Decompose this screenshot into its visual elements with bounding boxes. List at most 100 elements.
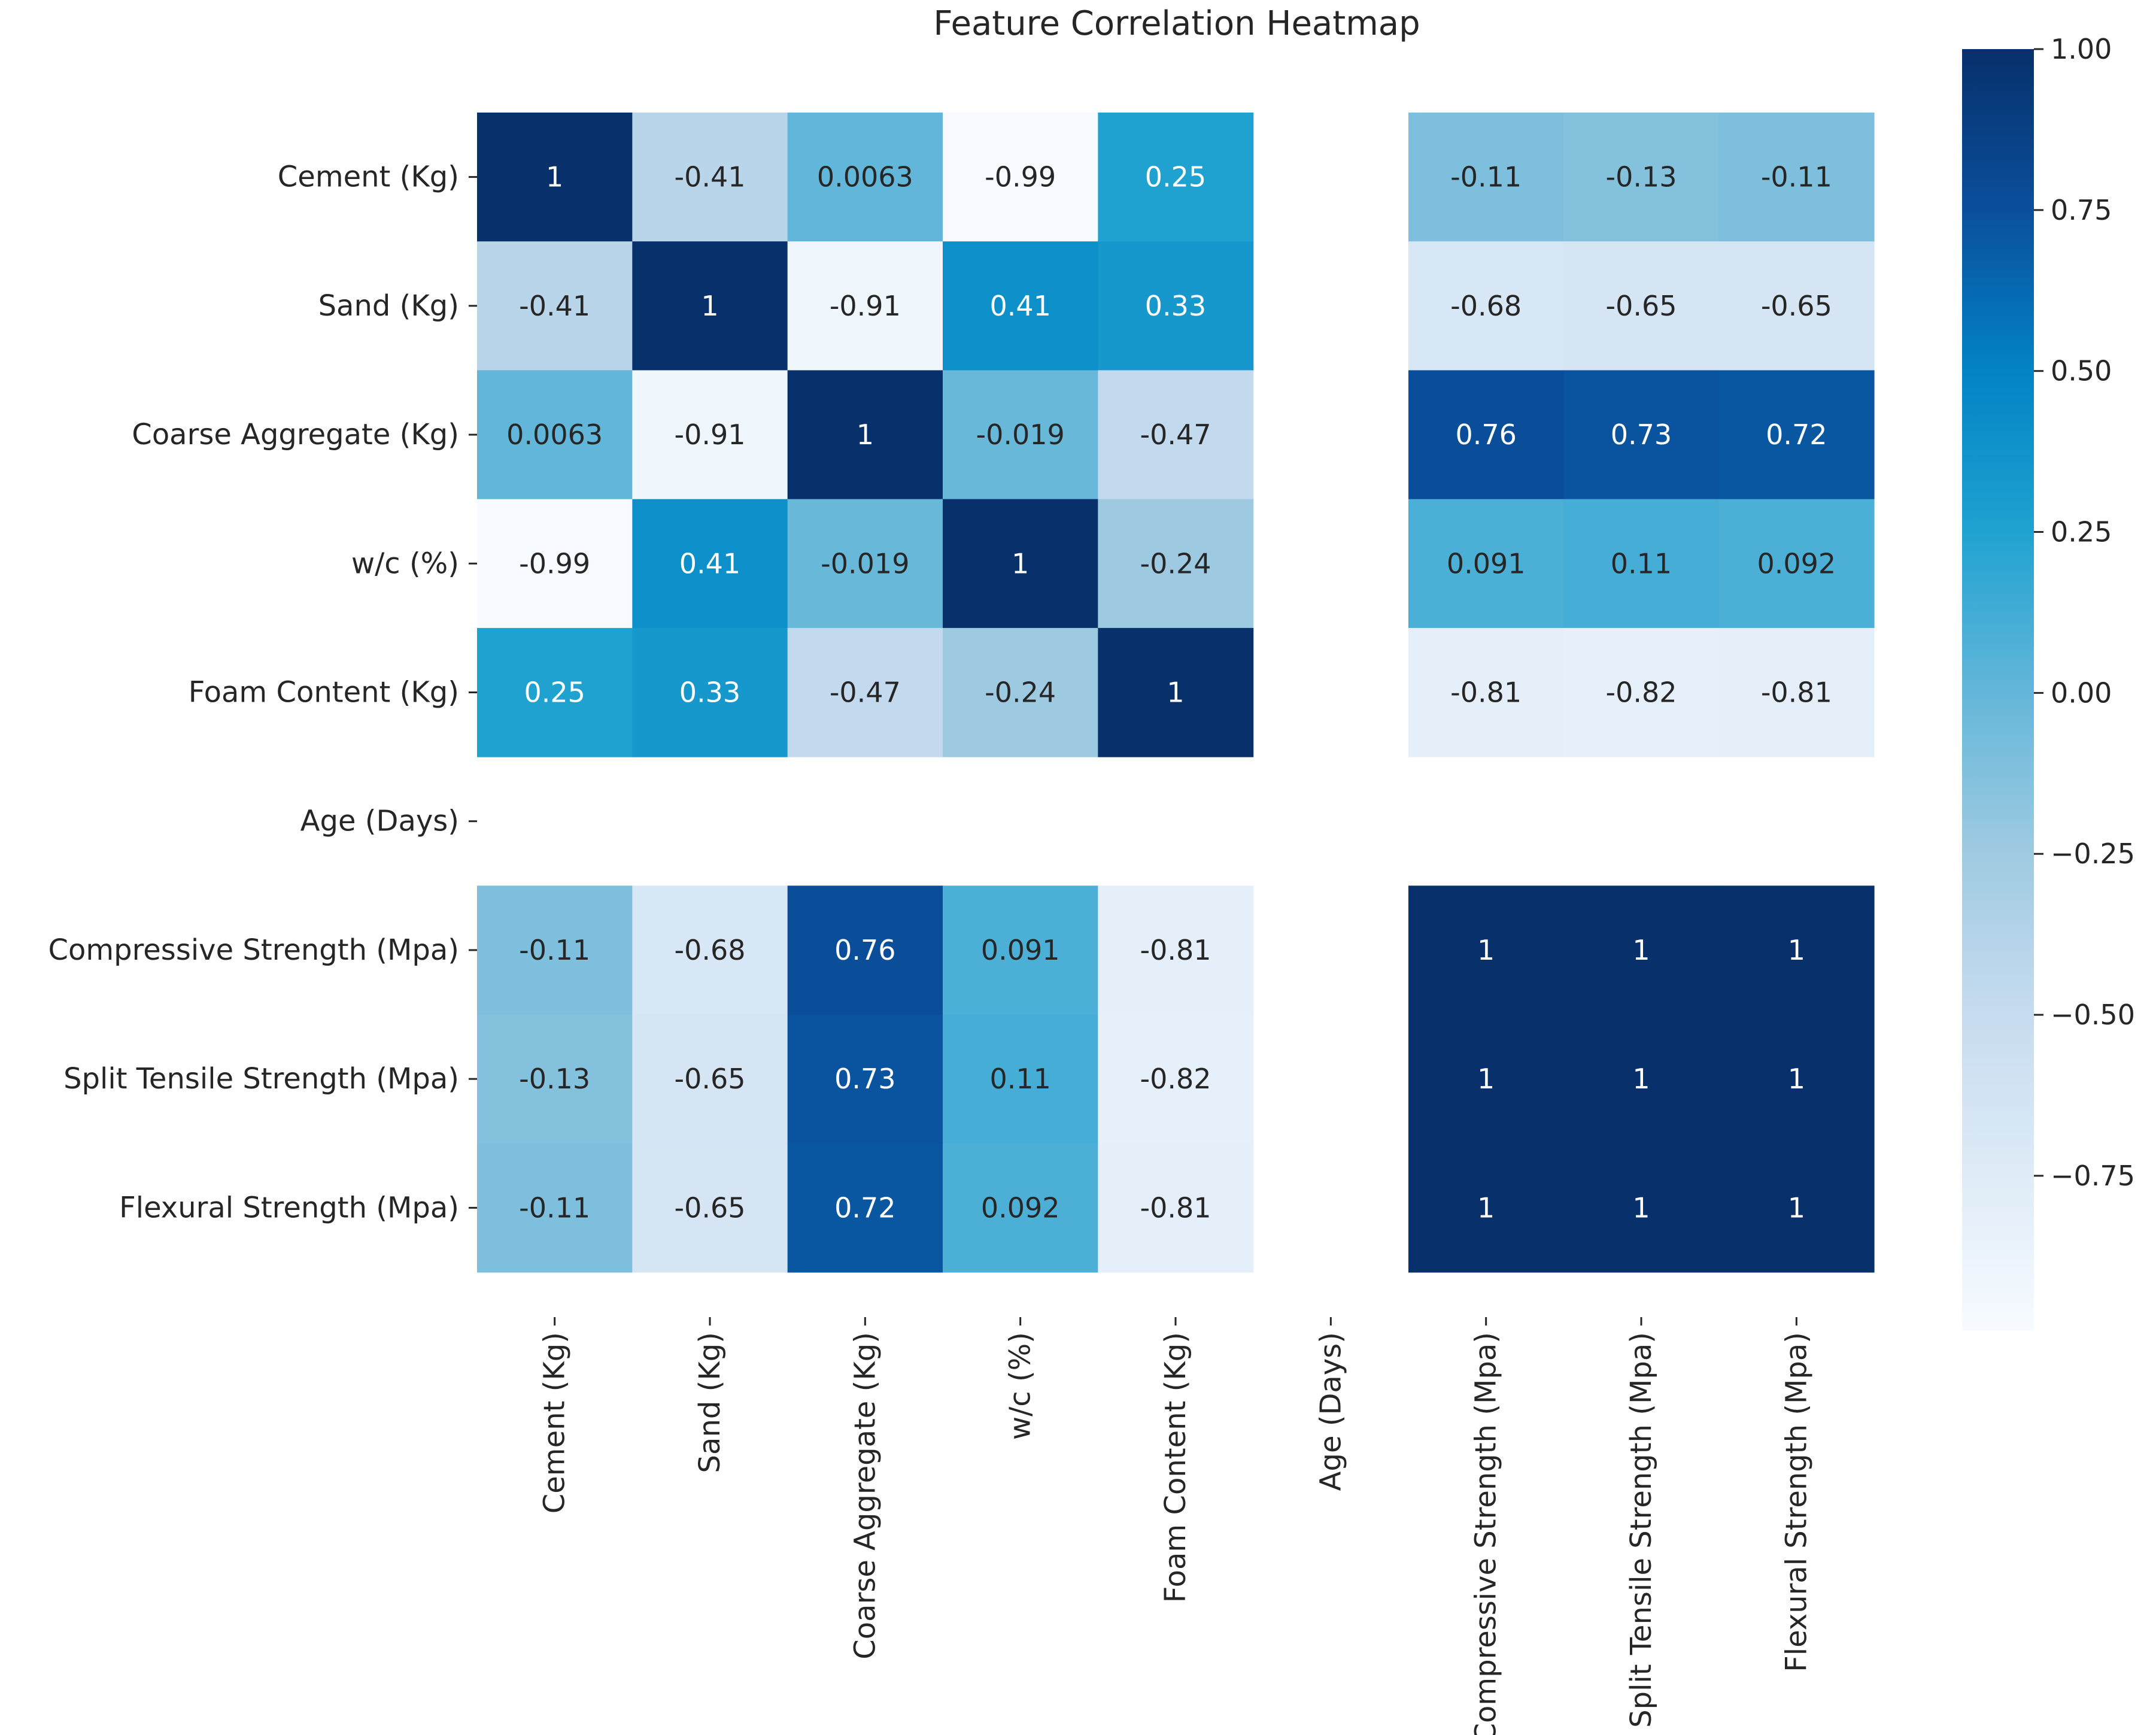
heatmap-cell xyxy=(1098,1014,1254,1144)
cell-annotation: -0.68 xyxy=(674,934,745,966)
cell-annotation: 0.76 xyxy=(834,934,895,966)
heatmap-cell xyxy=(1098,370,1254,500)
heatmap-cell xyxy=(632,113,788,242)
cell-annotation: 0.73 xyxy=(834,1063,895,1095)
heatmap-cell xyxy=(1563,627,1720,757)
cell-annotation: -0.41 xyxy=(674,161,745,193)
colorbar-tick-label: −0.25 xyxy=(2051,838,2135,870)
cell-annotation: -0.68 xyxy=(1450,290,1522,322)
heatmap-cell xyxy=(787,627,943,757)
cell-annotation: -0.91 xyxy=(674,418,745,451)
x-tick-label: Coarse Aggregate (Kg) xyxy=(848,1332,882,1660)
cell-annotation: 1 xyxy=(701,290,718,322)
cell-annotation: 1 xyxy=(1788,1191,1805,1224)
y-tick-label: Foam Content (Kg) xyxy=(189,676,459,709)
cell-annotation: 0.0063 xyxy=(506,418,603,451)
heatmap-cell xyxy=(477,241,633,371)
cell-annotation: 1 xyxy=(1632,1191,1650,1224)
cell-annotation: 0.25 xyxy=(524,677,585,709)
y-tick-label: Compressive Strength (Mpa) xyxy=(48,933,459,967)
heatmap-cell xyxy=(787,1143,943,1273)
heatmap-cell xyxy=(943,627,1098,757)
heatmap-cell xyxy=(1098,499,1254,629)
heatmap-cell xyxy=(1408,1143,1564,1273)
cell-annotation: -0.47 xyxy=(830,677,901,709)
heatmap-cell xyxy=(1098,113,1254,242)
heatmap-cell xyxy=(1718,370,1875,500)
heatmap-cell xyxy=(1718,113,1875,242)
cell-annotation: 1 xyxy=(1477,1191,1495,1224)
cell-annotation: 0.0063 xyxy=(817,161,913,193)
cell-annotation: -0.24 xyxy=(985,677,1056,709)
heatmap-cells xyxy=(477,113,1875,1273)
heatmap-cell xyxy=(1718,241,1875,371)
heatmap-cell xyxy=(1718,885,1875,1015)
heatmap-cell xyxy=(632,627,788,757)
heatmap-cell xyxy=(632,1014,788,1144)
cell-annotation: 0.25 xyxy=(1145,161,1206,193)
colorbar-tick-label: −0.50 xyxy=(2051,999,2135,1031)
x-axis-tick-labels: Cement (Kg) Sand (Kg) Coarse Aggregate (Kg… xyxy=(538,1317,1813,1735)
heatmap-cell xyxy=(1563,113,1720,242)
chart-title: Feature Correlation Heatmap xyxy=(933,4,1420,43)
heatmap-cell xyxy=(477,499,633,629)
cell-annotation: 0.11 xyxy=(989,1063,1050,1095)
heatmap-cell xyxy=(1718,499,1875,629)
cell-annotation: -0.99 xyxy=(985,161,1056,193)
cell-annotation: -0.11 xyxy=(1761,161,1832,193)
cell-annotation: -0.11 xyxy=(519,1191,590,1224)
y-axis-tick-labels: Cement (Kg) Sand (Kg) Coarse Aggregate (Kg… xyxy=(48,160,477,1224)
y-tick-label: Sand (Kg) xyxy=(318,289,459,323)
heatmap-cell xyxy=(787,1014,943,1144)
cell-annotation: 0.72 xyxy=(1766,418,1827,451)
heatmap-cell xyxy=(943,113,1098,242)
heatmap-cell xyxy=(787,370,943,500)
cell-annotation: 0.41 xyxy=(989,290,1050,322)
cell-annotation: -0.13 xyxy=(519,1063,590,1095)
x-tick-label: Compressive Strength (Mpa) xyxy=(1469,1332,1503,1735)
cell-annotation: 0.33 xyxy=(679,677,740,709)
cell-annotation: -0.13 xyxy=(1605,161,1677,193)
colorbar xyxy=(1962,49,2034,1330)
heatmap-cell xyxy=(1563,370,1720,500)
cell-annotation: 1 xyxy=(1632,934,1650,966)
cell-annotation: 0.33 xyxy=(1145,290,1206,322)
heatmap-cell xyxy=(1408,885,1564,1015)
cell-annotation: -0.41 xyxy=(519,290,590,322)
heatmap-cell xyxy=(943,1143,1098,1273)
heatmap-cell xyxy=(632,370,788,500)
heatmap-cell xyxy=(787,885,943,1015)
cell-annotation: -0.11 xyxy=(519,934,590,966)
heatmap-cell xyxy=(1563,885,1720,1015)
cell-annotation: -0.65 xyxy=(674,1063,745,1095)
colorbar-gradient xyxy=(1962,49,2034,1330)
heatmap-cell xyxy=(1408,499,1564,629)
heatmap-cell xyxy=(1408,627,1564,757)
cell-annotation: -0.65 xyxy=(1761,290,1832,322)
cell-annotation: 1 xyxy=(1012,547,1029,580)
cell-annotation: 1 xyxy=(546,161,563,193)
cell-annotation: -0.81 xyxy=(1761,677,1832,709)
y-tick-label: Flexural Strength (Mpa) xyxy=(119,1191,459,1224)
colorbar-tick-label: −0.75 xyxy=(2051,1160,2135,1192)
cell-annotation: -0.81 xyxy=(1450,677,1522,709)
cell-annotation: 1 xyxy=(1632,1063,1650,1095)
x-tick-label: w/c (%) xyxy=(1004,1332,1037,1440)
heatmap-cell xyxy=(943,885,1098,1015)
cell-annotation: 1 xyxy=(857,418,874,451)
colorbar-tick-label: 0.00 xyxy=(2051,677,2112,709)
x-tick-label: Split Tensile Strength (Mpa) xyxy=(1624,1332,1658,1728)
cell-annotation: -0.91 xyxy=(830,290,901,322)
cell-annotation: -0.82 xyxy=(1140,1063,1211,1095)
cell-annotation: 1 xyxy=(1167,677,1184,709)
heatmap-cell xyxy=(477,1143,633,1273)
heatmap-cell xyxy=(1098,627,1254,757)
cell-annotation: -0.65 xyxy=(1605,290,1677,322)
y-tick-label: w/c (%) xyxy=(351,547,459,580)
heatmap-cell xyxy=(1718,1014,1875,1144)
heatmap-cell xyxy=(477,113,633,242)
colorbar-tick-label: 0.25 xyxy=(2051,516,2112,548)
y-tick-label: Cement (Kg) xyxy=(278,160,459,194)
colorbar-tick-label: 1.00 xyxy=(2051,33,2112,65)
